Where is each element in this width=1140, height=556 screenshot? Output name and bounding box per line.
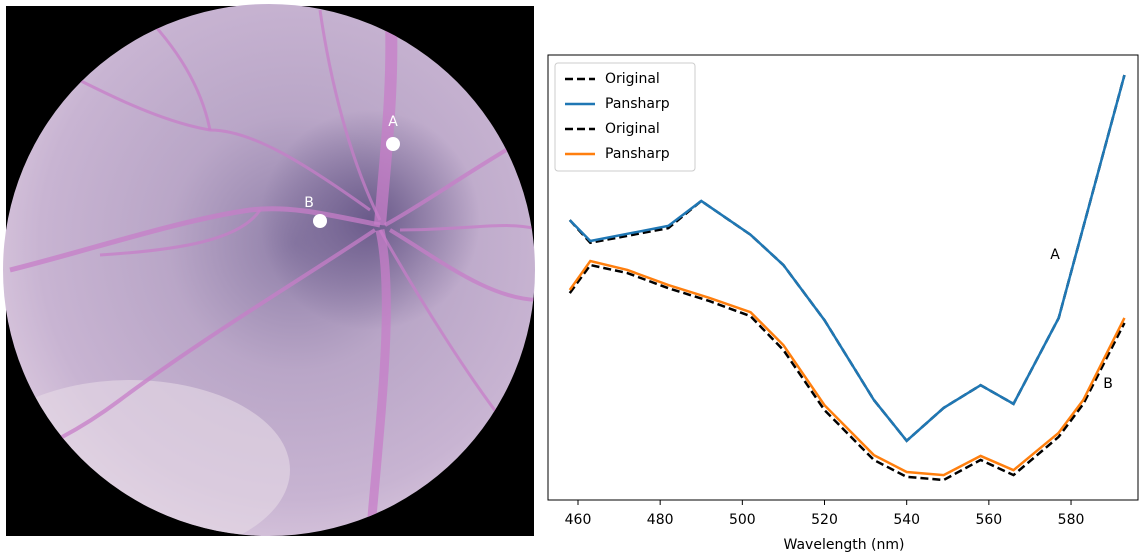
legend-label: Pansharp	[605, 96, 670, 112]
point-label: A	[388, 114, 398, 130]
fundus-image: A B	[0, 0, 540, 556]
annotation: B	[1103, 376, 1113, 392]
x-tick-label: 480	[647, 512, 674, 528]
annotation: A	[1050, 247, 1060, 263]
point-a	[386, 137, 400, 151]
x-tick-label: 500	[729, 512, 756, 528]
series-line	[570, 261, 1125, 475]
legend-label: Original	[605, 121, 660, 137]
x-axis-label: Wavelength (nm)	[784, 537, 905, 553]
legend-label: Pansharp	[605, 146, 670, 162]
x-tick-label: 560	[975, 512, 1002, 528]
x-tick-label: 460	[565, 512, 592, 528]
figure: A B Wavelength (nm) 460 480 500 520 540 560 58…	[0, 0, 1140, 556]
x-tick-label: 540	[893, 512, 920, 528]
x-tick-label: 580	[1058, 512, 1085, 528]
legend-label: Original	[605, 71, 660, 87]
point-label: B	[304, 195, 314, 211]
point-b	[313, 214, 327, 228]
x-tick-label: 520	[811, 512, 838, 528]
